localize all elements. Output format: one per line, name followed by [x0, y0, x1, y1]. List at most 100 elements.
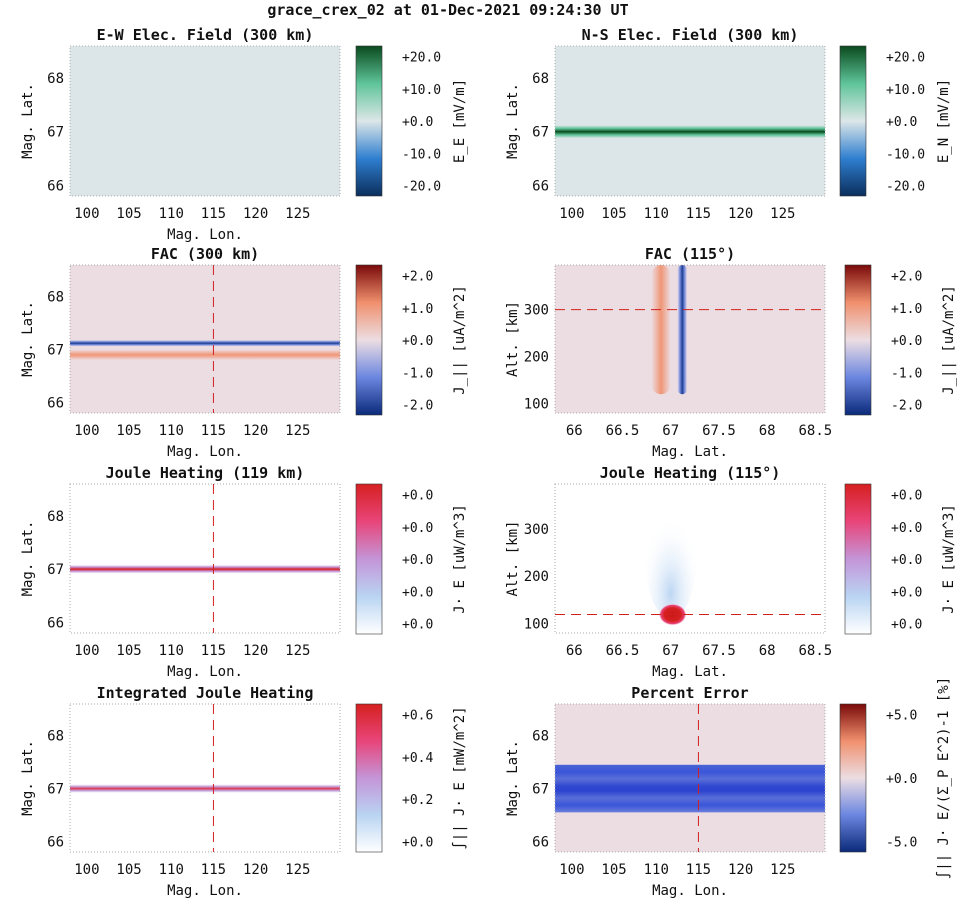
y-tick-label: 300	[524, 303, 549, 319]
colorbar-tick-label: +10.0	[886, 83, 925, 98]
colorbar	[844, 264, 872, 416]
y-axis-label: Mag. Lat.	[20, 521, 36, 597]
x-tick-label: 100	[74, 643, 99, 659]
error-band	[555, 764, 825, 813]
colorbar-tick-label: -1.0	[402, 366, 433, 381]
colorbar-tick-label: +0.2	[402, 793, 433, 808]
x-tick-label: 115	[686, 862, 711, 878]
y-tick-label: 66	[47, 178, 64, 194]
panel-err: Percent Error 100 105 110 115 120 125 66 67 68 Mag…	[505, 677, 952, 899]
x-tick-label: 67.5	[702, 643, 736, 659]
x-tick-label: 105	[116, 423, 141, 439]
x-axis-label: Mag. Lat.	[652, 664, 728, 680]
plot-area	[70, 484, 340, 633]
x-tick-label: 115	[686, 206, 711, 222]
x-tick-label: 120	[243, 423, 268, 439]
axes-frame	[554, 483, 826, 634]
band	[555, 125, 825, 139]
colorbar-tick-label: +0.0	[402, 334, 433, 349]
colorbar-label: J· E [uW/m^3]	[452, 504, 468, 614]
panel-fac_alt: FAC (115°) 66 66.5 67 67.5 68 68.5 100 200 300 Mag…	[505, 245, 957, 460]
y-tick-label: 67	[532, 782, 549, 798]
panel-jh: Joule Heating (119 km) 100 105 110 115 120 125…	[20, 464, 468, 680]
axes-frame	[69, 45, 341, 197]
x-tick-label: 115	[201, 206, 226, 222]
colorbar-tick-label: -2.0	[891, 399, 922, 414]
colorbar-tick-label: -1.0	[891, 366, 922, 381]
y-tick-label: 66	[47, 395, 64, 411]
x-tick-label: 100	[559, 206, 584, 222]
colorbar	[839, 703, 867, 853]
plot-area	[70, 704, 340, 852]
x-tick-label: 125	[285, 862, 310, 878]
colorbar-tick-label: +0.0	[402, 618, 433, 633]
colorbar-tick-label: -10.0	[402, 147, 441, 162]
colorbar-tick-label: +0.0	[891, 553, 922, 568]
heatmap-background	[70, 704, 340, 852]
heatmap-background	[70, 265, 340, 413]
panel-jh_alt: Joule Heating (115°) 66 66.5 67 67.5 68 68.5 10…	[505, 464, 957, 680]
axes-frame	[69, 703, 341, 853]
plot-area	[555, 46, 825, 196]
colorbar-tick-label: +0.0	[402, 585, 433, 600]
y-tick-label: 68	[47, 729, 64, 745]
colorbar-tick-label: +1.0	[402, 302, 433, 317]
x-tick-label: 115	[201, 862, 226, 878]
colorbar-tick-label: +10.0	[402, 83, 441, 98]
colorbar-tick-label: +2.0	[891, 270, 922, 285]
colorbar-tick-label: +0.0	[891, 585, 922, 600]
y-tick-label: 68	[47, 71, 64, 87]
axes-frame	[69, 264, 341, 414]
y-axis-label: Alt. [km]	[505, 521, 521, 597]
colorbar-tick-label: +0.0	[886, 115, 917, 130]
colorbar-tick-label: -2.0	[402, 399, 433, 414]
y-tick-label: 67	[47, 562, 64, 578]
colorbar-tick-label: +0.0	[886, 772, 917, 787]
colorbar-tick-label: +0.0	[891, 618, 922, 633]
x-tick-label: 110	[644, 862, 669, 878]
y-tick-label: 67	[47, 782, 64, 798]
y-axis-label: Mag. Lat.	[20, 301, 36, 377]
x-tick-label: 66	[566, 423, 583, 439]
band	[70, 564, 340, 574]
band	[677, 265, 688, 395]
x-axis-label: Mag. Lon.	[167, 664, 243, 680]
colorbar-tick-label: +0.0	[402, 489, 433, 504]
band	[70, 340, 340, 347]
colorbar-tick-label: +2.0	[402, 270, 433, 285]
y-tick-label: 67	[47, 125, 64, 141]
y-axis-label: Mag. Lat.	[20, 83, 36, 159]
y-tick-label: 200	[524, 350, 549, 366]
x-tick-label: 110	[159, 643, 184, 659]
colorbar	[355, 45, 383, 197]
y-tick-label: 68	[47, 509, 64, 525]
x-tick-label: 125	[285, 206, 310, 222]
colorbar-tick-label: +0.6	[402, 708, 433, 723]
x-tick-label: 120	[728, 206, 753, 222]
x-tick-label: 68	[759, 423, 776, 439]
colorbar-tick-label: +0.0	[402, 553, 433, 568]
panel-title: N-S Elec. Field (300 km)	[582, 26, 799, 44]
x-tick-label: 110	[159, 862, 184, 878]
y-axis-label: Alt. [km]	[505, 301, 521, 377]
panel-title: E-W Elec. Field (300 km)	[97, 26, 314, 44]
x-tick-label: 120	[243, 862, 268, 878]
colorbar-tick-label: +0.0	[891, 521, 922, 536]
band	[651, 265, 671, 395]
x-tick-label: 105	[116, 643, 141, 659]
x-tick-label: 66	[566, 643, 583, 659]
colorbar-tick-label: -10.0	[886, 147, 925, 162]
panel-title: Joule Heating (119 km)	[106, 464, 305, 482]
y-tick-label: 68	[532, 729, 549, 745]
x-tick-label: 105	[601, 206, 626, 222]
colorbar-label: J_|| [uA/m^2]	[941, 285, 957, 395]
panel-ijh: Integrated Joule Heating 100 105 110 115 120 1…	[20, 684, 468, 899]
y-tick-label: 100	[524, 617, 549, 633]
x-tick-label: 120	[243, 206, 268, 222]
colorbar-label: J_|| [uA/m^2]	[452, 285, 468, 395]
axes-frame	[554, 264, 826, 414]
x-axis-label: Mag. Lon.	[167, 227, 243, 243]
y-tick-label: 68	[47, 290, 64, 306]
colorbar-tick-label: +0.0	[402, 115, 433, 130]
colorbar-tick-label: +0.0	[891, 489, 922, 504]
